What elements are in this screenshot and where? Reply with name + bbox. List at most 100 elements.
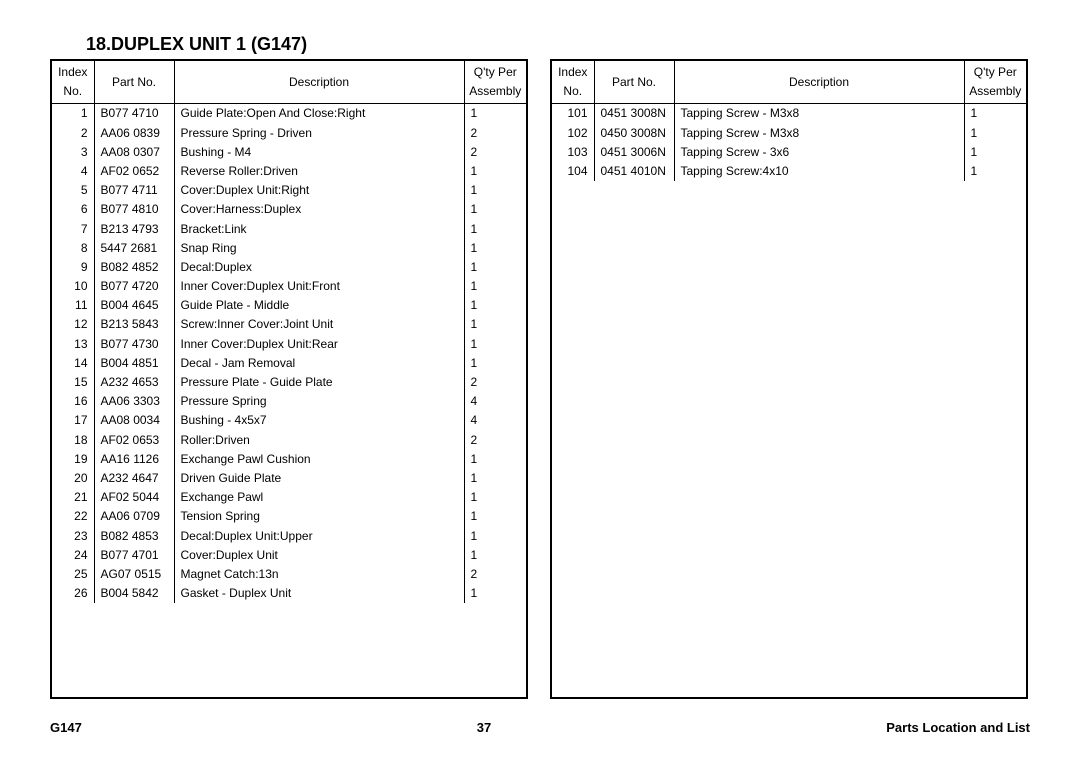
cell-part: B077 4701 bbox=[94, 546, 174, 565]
cell-part: B004 4851 bbox=[94, 354, 174, 373]
cell-part: B213 4793 bbox=[94, 220, 174, 239]
cell-qty: 1 bbox=[464, 258, 526, 277]
cell-description: Inner Cover:Duplex Unit:Front bbox=[174, 277, 464, 296]
table-row: 85447 2681Snap Ring1 bbox=[52, 239, 526, 258]
table-row: 25AG07 0515Magnet Catch:13n2 bbox=[52, 565, 526, 584]
cell-description: Tapping Screw:4x10 bbox=[674, 162, 964, 181]
table-row: 12B213 5843Screw:Inner Cover:Joint Unit1 bbox=[52, 315, 526, 334]
cell-description: Bushing - 4x5x7 bbox=[174, 411, 464, 430]
cell-qty: 1 bbox=[964, 124, 1026, 143]
cell-index: 104 bbox=[552, 162, 594, 181]
cell-qty: 1 bbox=[464, 104, 526, 124]
cell-description: Reverse Roller:Driven bbox=[174, 162, 464, 181]
left-parts-table: IndexNo. Part No. Description Q'ty PerAs… bbox=[52, 61, 526, 603]
cell-description: Pressure Plate - Guide Plate bbox=[174, 373, 464, 392]
table-row: 1030451 3006NTapping Screw - 3x61 bbox=[552, 143, 1026, 162]
cell-part: AA08 0307 bbox=[94, 143, 174, 162]
cell-qty: 1 bbox=[964, 104, 1026, 124]
table-row: 6B077 4810Cover:Harness:Duplex1 bbox=[52, 200, 526, 219]
cell-index: 9 bbox=[52, 258, 94, 277]
cell-index: 11 bbox=[52, 296, 94, 315]
table-row: 1020450 3008NTapping Screw - M3x81 bbox=[552, 124, 1026, 143]
cell-part: 0451 4010N bbox=[594, 162, 674, 181]
col-header-index: IndexNo. bbox=[52, 61, 94, 104]
cell-index: 19 bbox=[52, 450, 94, 469]
table-row: 1040451 4010NTapping Screw:4x101 bbox=[552, 162, 1026, 181]
cell-index: 2 bbox=[52, 124, 94, 143]
table-row: 21AF02 5044Exchange Pawl1 bbox=[52, 488, 526, 507]
cell-qty: 1 bbox=[464, 239, 526, 258]
cell-index: 13 bbox=[52, 335, 94, 354]
cell-description: Decal:Duplex Unit:Upper bbox=[174, 527, 464, 546]
table-row: 14B004 4851Decal - Jam Removal1 bbox=[52, 354, 526, 373]
cell-qty: 1 bbox=[464, 296, 526, 315]
cell-part: B082 4852 bbox=[94, 258, 174, 277]
cell-description: Guide Plate - Middle bbox=[174, 296, 464, 315]
cell-index: 15 bbox=[52, 373, 94, 392]
footer-right: Parts Location and List bbox=[886, 720, 1030, 735]
cell-part: B077 4720 bbox=[94, 277, 174, 296]
cell-description: Decal:Duplex bbox=[174, 258, 464, 277]
right-table-frame: IndexNo. Part No. Description Q'ty PerAs… bbox=[550, 59, 1028, 699]
cell-qty: 1 bbox=[464, 546, 526, 565]
section-title: 18.DUPLEX UNIT 1 (G147) bbox=[86, 34, 1030, 55]
cell-description: Tapping Screw - 3x6 bbox=[674, 143, 964, 162]
cell-qty: 1 bbox=[464, 507, 526, 526]
table-row: 22AA06 0709Tension Spring1 bbox=[52, 507, 526, 526]
table-row: 3AA08 0307Bushing - M42 bbox=[52, 143, 526, 162]
table-row: 16AA06 3303Pressure Spring4 bbox=[52, 392, 526, 411]
cell-part: B077 4710 bbox=[94, 104, 174, 124]
cell-part: AF02 5044 bbox=[94, 488, 174, 507]
col-header-desc: Description bbox=[174, 61, 464, 104]
col-header-desc: Description bbox=[674, 61, 964, 104]
cell-qty: 2 bbox=[464, 143, 526, 162]
cell-description: Driven Guide Plate bbox=[174, 469, 464, 488]
tables-container: IndexNo. Part No. Description Q'ty PerAs… bbox=[50, 59, 1030, 699]
cell-qty: 1 bbox=[464, 584, 526, 603]
cell-qty: 2 bbox=[464, 431, 526, 450]
cell-part: AA08 0034 bbox=[94, 411, 174, 430]
cell-description: Roller:Driven bbox=[174, 431, 464, 450]
table-row: 9B082 4852Decal:Duplex1 bbox=[52, 258, 526, 277]
cell-index: 7 bbox=[52, 220, 94, 239]
cell-qty: 1 bbox=[464, 450, 526, 469]
table-row: 10B077 4720Inner Cover:Duplex Unit:Front… bbox=[52, 277, 526, 296]
table-row: 23B082 4853Decal:Duplex Unit:Upper1 bbox=[52, 527, 526, 546]
cell-description: Exchange Pawl bbox=[174, 488, 464, 507]
cell-qty: 1 bbox=[464, 488, 526, 507]
page-footer: G147 37 Parts Location and List bbox=[50, 720, 1030, 735]
cell-index: 103 bbox=[552, 143, 594, 162]
cell-index: 10 bbox=[52, 277, 94, 296]
col-header-index: IndexNo. bbox=[552, 61, 594, 104]
col-header-qty: Q'ty PerAssembly bbox=[964, 61, 1026, 104]
cell-qty: 2 bbox=[464, 373, 526, 392]
cell-qty: 1 bbox=[464, 354, 526, 373]
cell-index: 5 bbox=[52, 181, 94, 200]
cell-index: 3 bbox=[52, 143, 94, 162]
cell-index: 24 bbox=[52, 546, 94, 565]
cell-part: 0450 3008N bbox=[594, 124, 674, 143]
cell-index: 17 bbox=[52, 411, 94, 430]
cell-qty: 1 bbox=[464, 335, 526, 354]
cell-qty: 1 bbox=[464, 200, 526, 219]
cell-description: Inner Cover:Duplex Unit:Rear bbox=[174, 335, 464, 354]
table-row: 7B213 4793Bracket:Link1 bbox=[52, 220, 526, 239]
cell-part: 0451 3008N bbox=[594, 104, 674, 124]
cell-qty: 1 bbox=[464, 220, 526, 239]
cell-description: Snap Ring bbox=[174, 239, 464, 258]
table-row: 11B004 4645Guide Plate - Middle1 bbox=[52, 296, 526, 315]
cell-part: 5447 2681 bbox=[94, 239, 174, 258]
cell-part: A232 4647 bbox=[94, 469, 174, 488]
cell-description: Bracket:Link bbox=[174, 220, 464, 239]
footer-center: 37 bbox=[477, 720, 491, 735]
cell-description: Pressure Spring - Driven bbox=[174, 124, 464, 143]
cell-part: AA16 1126 bbox=[94, 450, 174, 469]
cell-index: 18 bbox=[52, 431, 94, 450]
table-row: 24B077 4701Cover:Duplex Unit1 bbox=[52, 546, 526, 565]
col-header-qty: Q'ty PerAssembly bbox=[464, 61, 526, 104]
left-table-frame: IndexNo. Part No. Description Q'ty PerAs… bbox=[50, 59, 528, 699]
cell-qty: 1 bbox=[464, 527, 526, 546]
cell-description: Bushing - M4 bbox=[174, 143, 464, 162]
cell-index: 102 bbox=[552, 124, 594, 143]
footer-left: G147 bbox=[50, 720, 82, 735]
